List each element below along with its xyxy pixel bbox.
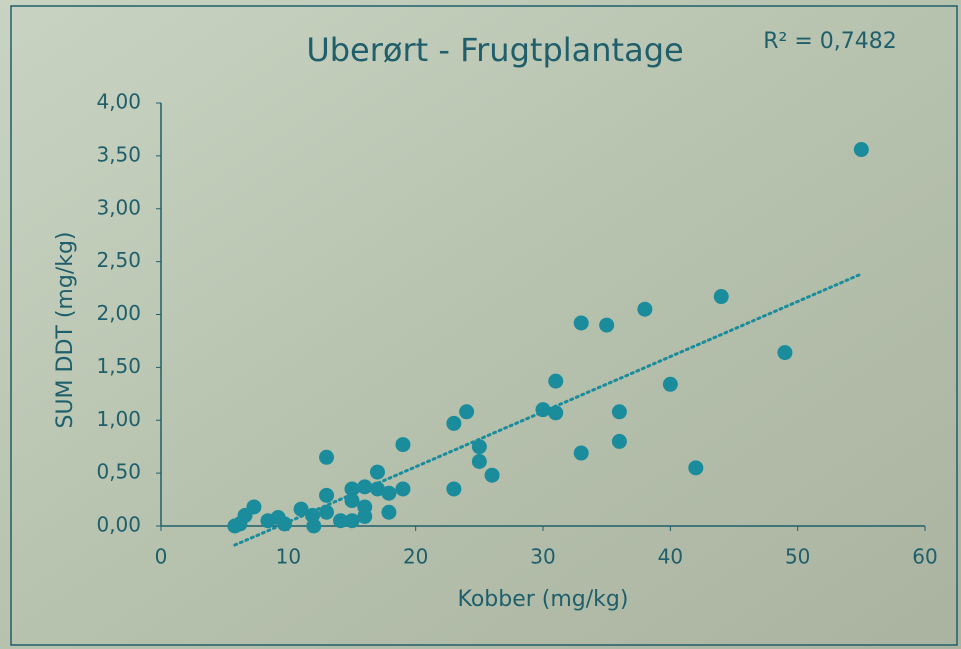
x-tick-label: 0 [155, 545, 168, 569]
data-point [369, 464, 385, 480]
data-point [395, 437, 411, 453]
data-point [688, 460, 704, 476]
data-point [319, 504, 335, 520]
data-point [357, 499, 373, 515]
data-point [548, 405, 564, 421]
data-point [246, 499, 262, 515]
data-point [637, 301, 653, 317]
data-point [471, 453, 487, 469]
y-tick-label: 4,00 [96, 90, 141, 114]
y-tick-label: 2,00 [96, 301, 141, 325]
data-point [344, 481, 360, 497]
data-point [484, 467, 500, 483]
data-point [611, 433, 627, 449]
y-tick-label: 0,00 [96, 513, 141, 537]
y-tick-label: 1,00 [96, 407, 141, 431]
x-tick-label: 60 [912, 545, 937, 569]
data-point [535, 402, 551, 418]
x-tick-label: 50 [785, 545, 810, 569]
data-point [599, 317, 615, 333]
data-point [611, 404, 627, 420]
data-point [357, 479, 373, 495]
data-point [333, 513, 349, 529]
data-point [573, 445, 589, 461]
r2-annotation: R² = 0,7482 [763, 29, 897, 54]
x-tick-label: 40 [658, 545, 683, 569]
data-point [319, 487, 335, 503]
data-point [395, 481, 411, 497]
data-point [853, 142, 869, 158]
data-point [277, 516, 293, 532]
data-point [369, 481, 385, 497]
x-tick-label: 10 [276, 545, 301, 569]
data-point [713, 289, 729, 305]
y-tick-label: 2,50 [96, 248, 141, 272]
y-tick-label: 3,50 [96, 142, 141, 166]
data-point [446, 481, 462, 497]
data-point [662, 376, 678, 392]
data-point [319, 449, 335, 465]
data-point [471, 439, 487, 455]
chart-title: Uberørt - Frugtplantage [306, 31, 683, 69]
data-point [459, 404, 475, 420]
data-point [548, 373, 564, 389]
y-tick-label: 0,50 [96, 460, 141, 484]
data-point [381, 485, 397, 501]
y-tick-label: 1,50 [96, 354, 141, 378]
data-point [381, 504, 397, 520]
x-axis-label: Kobber (mg/kg) [458, 587, 629, 612]
data-point [573, 315, 589, 331]
data-point [344, 493, 360, 509]
data-point [344, 513, 360, 529]
frame [10, 5, 958, 646]
data-point [293, 501, 309, 517]
y-axis-label: SUM DDT (mg/kg) [53, 231, 78, 428]
x-tick-label: 30 [530, 545, 555, 569]
data-point [777, 345, 793, 361]
data-point [306, 518, 322, 534]
x-tick-label: 20 [403, 545, 428, 569]
data-point [446, 415, 462, 431]
y-tick-label: 3,00 [96, 195, 141, 219]
